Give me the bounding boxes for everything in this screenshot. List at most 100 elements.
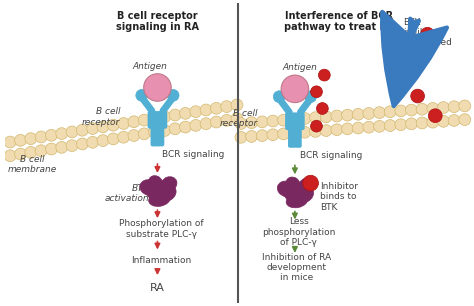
Circle shape: [87, 123, 99, 134]
Circle shape: [395, 105, 407, 117]
Circle shape: [246, 117, 257, 129]
Text: B cell receptor
signaling in RA: B cell receptor signaling in RA: [116, 11, 199, 32]
Circle shape: [310, 125, 321, 137]
Circle shape: [107, 119, 119, 131]
FancyBboxPatch shape: [288, 124, 302, 148]
Text: BCR signaling: BCR signaling: [162, 150, 225, 159]
Circle shape: [428, 109, 442, 123]
Circle shape: [148, 126, 160, 138]
Text: BTK
activation: BTK activation: [105, 184, 150, 203]
Circle shape: [427, 103, 438, 114]
Circle shape: [35, 145, 47, 157]
Circle shape: [66, 126, 78, 138]
Circle shape: [118, 118, 129, 129]
FancyBboxPatch shape: [147, 111, 167, 129]
Circle shape: [66, 140, 78, 151]
Circle shape: [159, 111, 171, 123]
Circle shape: [180, 107, 191, 119]
Circle shape: [169, 123, 181, 135]
Circle shape: [288, 127, 300, 139]
Circle shape: [25, 133, 36, 144]
Circle shape: [331, 124, 343, 136]
Circle shape: [267, 115, 279, 127]
FancyBboxPatch shape: [151, 123, 164, 146]
Text: Interference of BCR
pathway to treat RA: Interference of BCR pathway to treat RA: [284, 11, 394, 32]
Circle shape: [159, 125, 171, 136]
Circle shape: [331, 110, 343, 122]
Circle shape: [136, 89, 147, 101]
Circle shape: [299, 113, 311, 124]
Circle shape: [305, 91, 317, 103]
Text: Less
phosphorylation
of PLC-γ: Less phosphorylation of PLC-γ: [262, 217, 336, 247]
Circle shape: [138, 114, 150, 126]
Circle shape: [420, 27, 434, 41]
Ellipse shape: [149, 192, 170, 207]
Circle shape: [87, 136, 99, 148]
Circle shape: [97, 135, 109, 147]
Circle shape: [169, 109, 181, 121]
Circle shape: [448, 114, 460, 126]
Text: BCR signaling: BCR signaling: [300, 151, 362, 160]
Ellipse shape: [286, 177, 300, 189]
Circle shape: [299, 126, 311, 138]
Ellipse shape: [284, 182, 313, 204]
Circle shape: [352, 122, 364, 134]
Text: BTK
inhibitor
introduced: BTK inhibitor introduced: [403, 17, 452, 47]
Circle shape: [448, 101, 460, 113]
Circle shape: [411, 89, 425, 103]
Circle shape: [46, 129, 57, 141]
Circle shape: [319, 69, 330, 81]
Ellipse shape: [140, 180, 159, 196]
Ellipse shape: [299, 178, 314, 192]
Circle shape: [200, 104, 212, 116]
Circle shape: [352, 108, 364, 120]
Circle shape: [416, 117, 428, 129]
Text: Inhibitor
binds to
BTK: Inhibitor binds to BTK: [320, 182, 358, 212]
Circle shape: [128, 130, 140, 141]
Circle shape: [231, 113, 243, 125]
Circle shape: [167, 89, 179, 101]
Text: B cell
membrane: B cell membrane: [8, 155, 57, 174]
Circle shape: [210, 103, 222, 114]
Circle shape: [56, 141, 68, 153]
Text: B cell
receptor: B cell receptor: [82, 107, 120, 127]
Circle shape: [148, 113, 160, 124]
Circle shape: [342, 123, 354, 135]
Circle shape: [97, 121, 109, 133]
Circle shape: [256, 130, 268, 141]
Circle shape: [200, 118, 212, 130]
Circle shape: [363, 121, 374, 133]
Circle shape: [342, 109, 354, 121]
Circle shape: [438, 115, 449, 127]
Circle shape: [190, 120, 201, 131]
Circle shape: [320, 111, 332, 123]
Ellipse shape: [277, 181, 297, 197]
Circle shape: [273, 91, 285, 103]
Circle shape: [288, 114, 300, 125]
Circle shape: [4, 150, 16, 162]
Circle shape: [180, 121, 191, 133]
Circle shape: [246, 131, 257, 142]
Circle shape: [235, 131, 247, 143]
Circle shape: [320, 125, 332, 136]
Circle shape: [406, 104, 417, 116]
Circle shape: [416, 103, 428, 115]
Circle shape: [144, 74, 171, 101]
Circle shape: [107, 133, 119, 145]
Circle shape: [128, 116, 140, 128]
Circle shape: [4, 136, 16, 148]
Circle shape: [221, 101, 233, 113]
Circle shape: [256, 116, 268, 128]
Circle shape: [15, 134, 27, 146]
Circle shape: [138, 128, 150, 140]
Circle shape: [438, 102, 449, 114]
Circle shape: [310, 120, 322, 132]
Circle shape: [459, 114, 471, 125]
Circle shape: [221, 114, 233, 126]
Circle shape: [427, 116, 438, 128]
Ellipse shape: [286, 194, 308, 208]
Circle shape: [384, 106, 396, 118]
Circle shape: [310, 112, 321, 124]
Circle shape: [56, 128, 68, 140]
FancyArrowPatch shape: [382, 12, 447, 106]
